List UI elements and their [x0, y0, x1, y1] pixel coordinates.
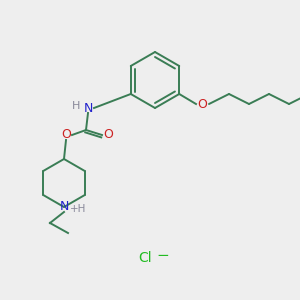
Text: +H: +H	[70, 204, 86, 214]
Text: N: N	[83, 101, 93, 115]
Text: Cl: Cl	[138, 251, 152, 265]
Text: O: O	[197, 98, 207, 110]
Text: −: −	[157, 248, 169, 262]
Text: N: N	[59, 200, 69, 214]
Text: H: H	[72, 101, 80, 111]
Text: O: O	[103, 128, 113, 142]
Text: O: O	[61, 128, 71, 142]
